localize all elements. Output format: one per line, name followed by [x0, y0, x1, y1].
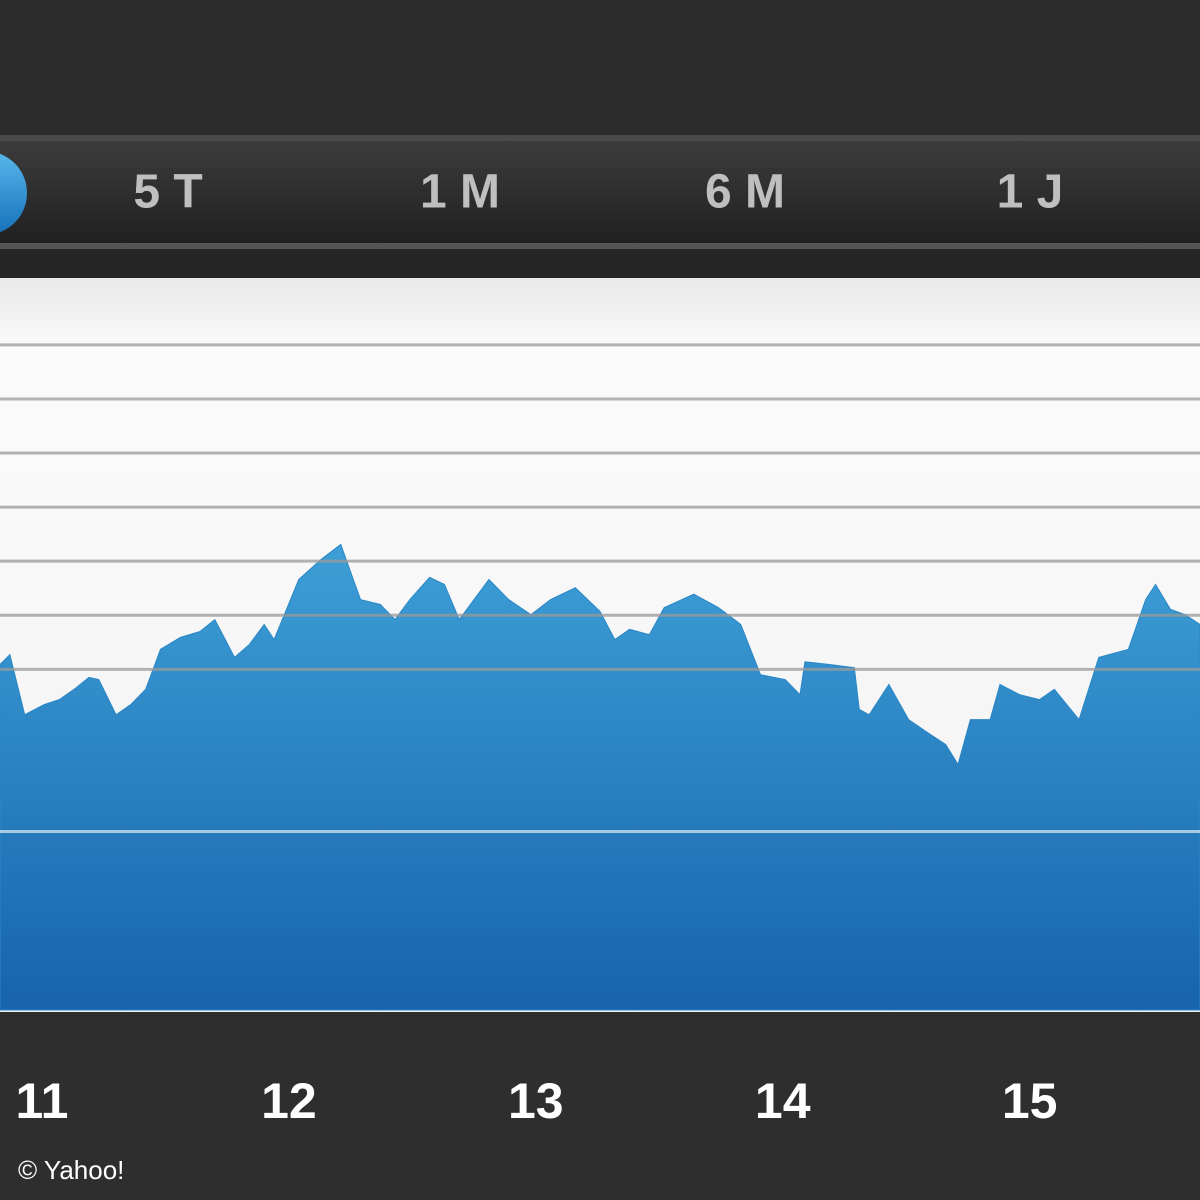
tab-bar — [0, 141, 1200, 245]
tab[interactable]: 1 J — [997, 166, 1064, 219]
divider — [0, 249, 1200, 278]
copyright: © Yahoo! — [18, 1155, 124, 1185]
divider — [0, 243, 1200, 249]
bottom-bar — [0, 1012, 1200, 1200]
plot — [0, 343, 1200, 1011]
price-area — [0, 543, 1200, 1011]
x-axis: 11 12 13 14 15 — [16, 1073, 1058, 1129]
x-tick-label: 15 — [1002, 1073, 1058, 1129]
tab[interactable]: 5 T — [133, 166, 202, 219]
x-tick-label: 11 — [16, 1073, 69, 1129]
tabs: 5 T 1 M 6 M 1 J — [133, 166, 1063, 219]
x-tick-label: 14 — [755, 1073, 811, 1129]
divider — [0, 135, 1200, 141]
x-tick-label: 13 — [508, 1073, 564, 1129]
x-tick-label: 12 — [261, 1073, 317, 1129]
top-bar — [0, 0, 1200, 135]
tab[interactable]: 1 M — [420, 166, 500, 219]
tab[interactable]: 6 M — [705, 166, 785, 219]
selected-tab-knob[interactable] — [0, 151, 27, 235]
